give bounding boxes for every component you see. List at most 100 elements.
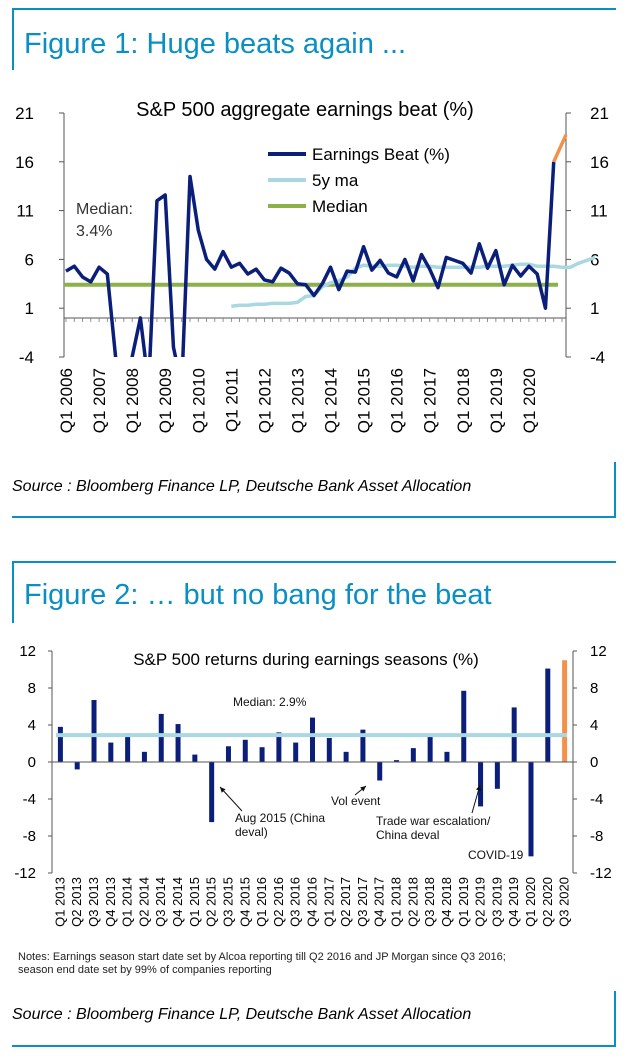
figure-2: Figure 2: … but no bang for the beat S&P… — [0, 555, 632, 1060]
figure-2-bottom-rule — [12, 1045, 616, 1047]
trade-war-annotation-line-2: China deval — [376, 828, 439, 842]
x-tick-label: Q4 2017 — [372, 877, 387, 927]
figure-2-heading: Figure 2: … but no bang for the beat — [24, 579, 492, 611]
y-tick-label-left: 0 — [28, 754, 36, 771]
return-bar — [562, 660, 568, 762]
y-tick-label-right: 8 — [590, 680, 598, 697]
x-tick-label: Q3 2014 — [153, 877, 168, 927]
return-bar — [410, 748, 416, 762]
x-tick-label: Q1 2011 — [222, 368, 241, 432]
vol-event-annotation: Vol event — [331, 794, 381, 808]
y-tick-label-right: 1 — [590, 299, 599, 318]
x-tick-label: Q3 2020 — [557, 877, 572, 927]
x-tick-label: Q4 2016 — [305, 877, 320, 927]
aug-2015-arrow-head — [220, 787, 226, 793]
x-tick-label: Q3 2018 — [422, 877, 437, 927]
y-tick-label-left: 11 — [16, 202, 34, 221]
figure-1-source: Source : Bloomberg Finance LP, Deutsche … — [12, 478, 472, 495]
return-bar — [125, 733, 131, 762]
x-tick-label: Q4 2015 — [237, 877, 252, 927]
return-bar — [545, 668, 551, 762]
aug-2015-arrow — [219, 786, 243, 812]
x-tick-label: Q3 2013 — [86, 877, 101, 927]
x-tick-label: Q1 2006 — [57, 368, 76, 433]
x-tick-label: Q1 2015 — [187, 877, 202, 927]
return-bar — [293, 742, 299, 762]
figure-1-top-rule — [12, 8, 616, 10]
median-annotation-line-1: Median: — [76, 201, 133, 218]
x-tick-label: Q2 2019 — [473, 877, 488, 927]
y-tick-label-left: 8 — [28, 680, 36, 697]
x-tick-label: Q3 2015 — [220, 877, 235, 927]
y-tick-label-left: 12 — [19, 643, 36, 660]
return-bar — [427, 736, 433, 762]
y-tick-label-right: 16 — [590, 153, 609, 172]
x-tick-label: Q2 2016 — [271, 877, 286, 927]
x-tick-label: Q2 2018 — [405, 877, 420, 927]
return-bar — [377, 762, 383, 781]
x-tick-label: Q1 2020 — [523, 877, 538, 927]
x-tick-label: Q4 2014 — [170, 877, 185, 927]
legend-label-0: Earnings Beat (%) — [312, 145, 450, 164]
x-tick-label: Q1 2014 — [120, 877, 135, 927]
x-tick-label: Q4 2019 — [506, 877, 521, 927]
x-tick-label: Q1 2013 — [52, 877, 67, 927]
aug-2015-annotation-line-1: Aug 2015 (China — [235, 811, 325, 825]
return-bar — [276, 732, 282, 762]
vol-event-arrow-head — [360, 786, 366, 792]
return-bar — [461, 690, 467, 762]
five-year-ma-line — [231, 255, 596, 308]
return-bar — [343, 751, 349, 762]
return-bar — [310, 717, 315, 762]
y-tick-label-right: 0 — [590, 754, 598, 771]
return-bar — [141, 751, 147, 762]
figure-2-title-rule — [12, 561, 14, 623]
y-tick-label-left: 16 — [15, 153, 34, 172]
y-tick-label-right: -8 — [590, 828, 603, 845]
x-tick-label: Q1 2013 — [288, 368, 307, 433]
return-bar — [444, 751, 450, 762]
x-tick-label: Q1 2018 — [454, 368, 473, 433]
figure-1-bottom-rule — [12, 516, 616, 518]
return-bar — [478, 762, 484, 807]
figure-2-note-line-2: season end date set by 99% of companies … — [18, 964, 272, 976]
figure-1-title-rule — [12, 8, 14, 70]
x-tick-label: Q2 2017 — [338, 877, 353, 927]
return-bar — [528, 762, 534, 857]
return-bar — [394, 760, 400, 762]
y-tick-label-right: 4 — [590, 717, 598, 734]
figure-1: Figure 1: Huge beats again ... S&P 500 a… — [0, 0, 632, 520]
chart-1-title: S&P 500 aggregate earnings beat (%) — [136, 99, 474, 121]
return-bar — [91, 700, 97, 762]
return-bar — [158, 713, 164, 762]
return-bar — [57, 726, 63, 762]
y-tick-label-left: 21 — [15, 104, 34, 123]
earnings-beat-chart: S&P 500 aggregate earnings beat (%) 21 21 1… — [15, 99, 609, 433]
return-bar — [175, 724, 181, 762]
y-tick-label-right: 21 — [590, 104, 609, 123]
y-tick-label-right: 12 — [590, 643, 607, 660]
x-tick-label: Q1 2018 — [389, 877, 404, 927]
return-bar — [225, 746, 231, 762]
return-bar — [74, 762, 80, 770]
y-tick-label-right: -12 — [590, 865, 612, 882]
median-annotation: Median: 2.9% — [233, 695, 307, 709]
x-tick-label: Q1 2014 — [322, 368, 341, 433]
x-tick-label: Q1 2015 — [355, 368, 374, 433]
x-tick-label: Q1 2010 — [189, 368, 208, 433]
legend-label-1: 5y ma — [312, 171, 359, 190]
covid-annotation: COVID-19 — [468, 848, 524, 862]
y-tick-label-left: -12 — [14, 865, 36, 882]
x-tick-label: Q1 2007 — [90, 368, 109, 433]
x-tick-label: Q2 2013 — [69, 877, 84, 927]
return-bar — [259, 747, 265, 762]
y-tick-label-left: 4 — [28, 717, 36, 734]
figure-1-bottom-right-rule — [614, 462, 616, 518]
earnings-beat-line — [65, 161, 556, 357]
return-bar — [360, 729, 366, 762]
y-tick-label-right: 6 — [590, 250, 599, 269]
x-tick-label: Q2 2020 — [540, 877, 555, 927]
x-tick-label: Q1 2020 — [520, 368, 539, 433]
return-bar — [108, 742, 114, 762]
earnings-season-returns-chart: S&P 500 returns during earnings seasons … — [14, 643, 612, 927]
